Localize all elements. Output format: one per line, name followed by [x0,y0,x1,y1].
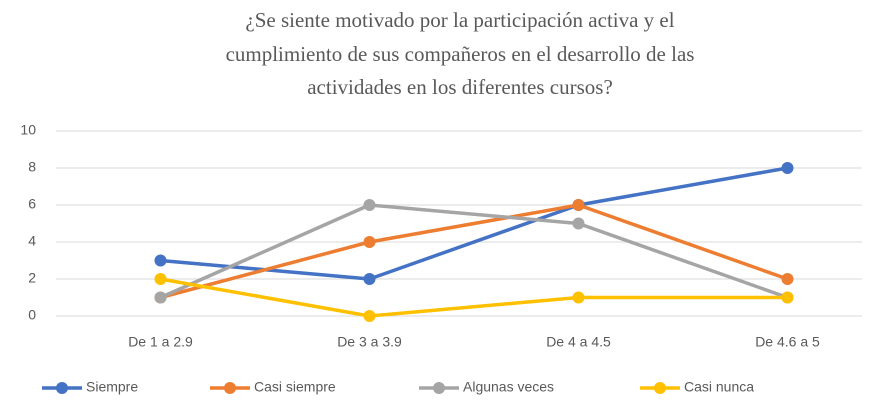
legend-marker [56,382,68,394]
point [572,217,585,230]
point [154,254,167,267]
chart-title: actividades en los diferentes cursos? [307,75,613,99]
y-tick-label: 2 [28,270,36,286]
chart-title: ¿Se siente motivado por la participación… [245,8,674,32]
y-tick-label: 4 [28,233,36,249]
x-tick-label: De 4.6 a 5 [755,334,820,350]
chart-title: cumplimiento de sus compañeros en el des… [226,42,695,66]
legend-marker [224,382,236,394]
legend-label: Casi nunca [684,379,754,395]
series-line [159,203,789,300]
legend-label: Algunas veces [463,379,554,395]
legend-marker [654,382,666,394]
point [781,162,794,174]
y-tick-label: 10 [20,122,36,138]
legend-marker [433,382,445,394]
point [363,199,376,211]
point [781,291,794,304]
point [572,291,585,304]
y-tick-label: 0 [28,307,36,323]
series-line [160,277,788,318]
y-tick-label: 8 [28,159,36,175]
point [363,310,376,322]
y-tick-label: 6 [28,196,36,212]
x-tick-label: De 3 a 3.9 [337,334,402,350]
point [781,273,794,285]
point [363,236,376,248]
point [572,199,585,211]
point [363,273,376,285]
legend-label: Casi siempre [254,379,336,395]
x-tick-label: De 1 a 2.9 [128,334,193,350]
point [154,273,167,285]
legend-label: Siempre [86,379,138,395]
x-tick-label: De 4 a 4.5 [546,334,611,350]
point [154,291,167,304]
series-line [160,203,789,300]
